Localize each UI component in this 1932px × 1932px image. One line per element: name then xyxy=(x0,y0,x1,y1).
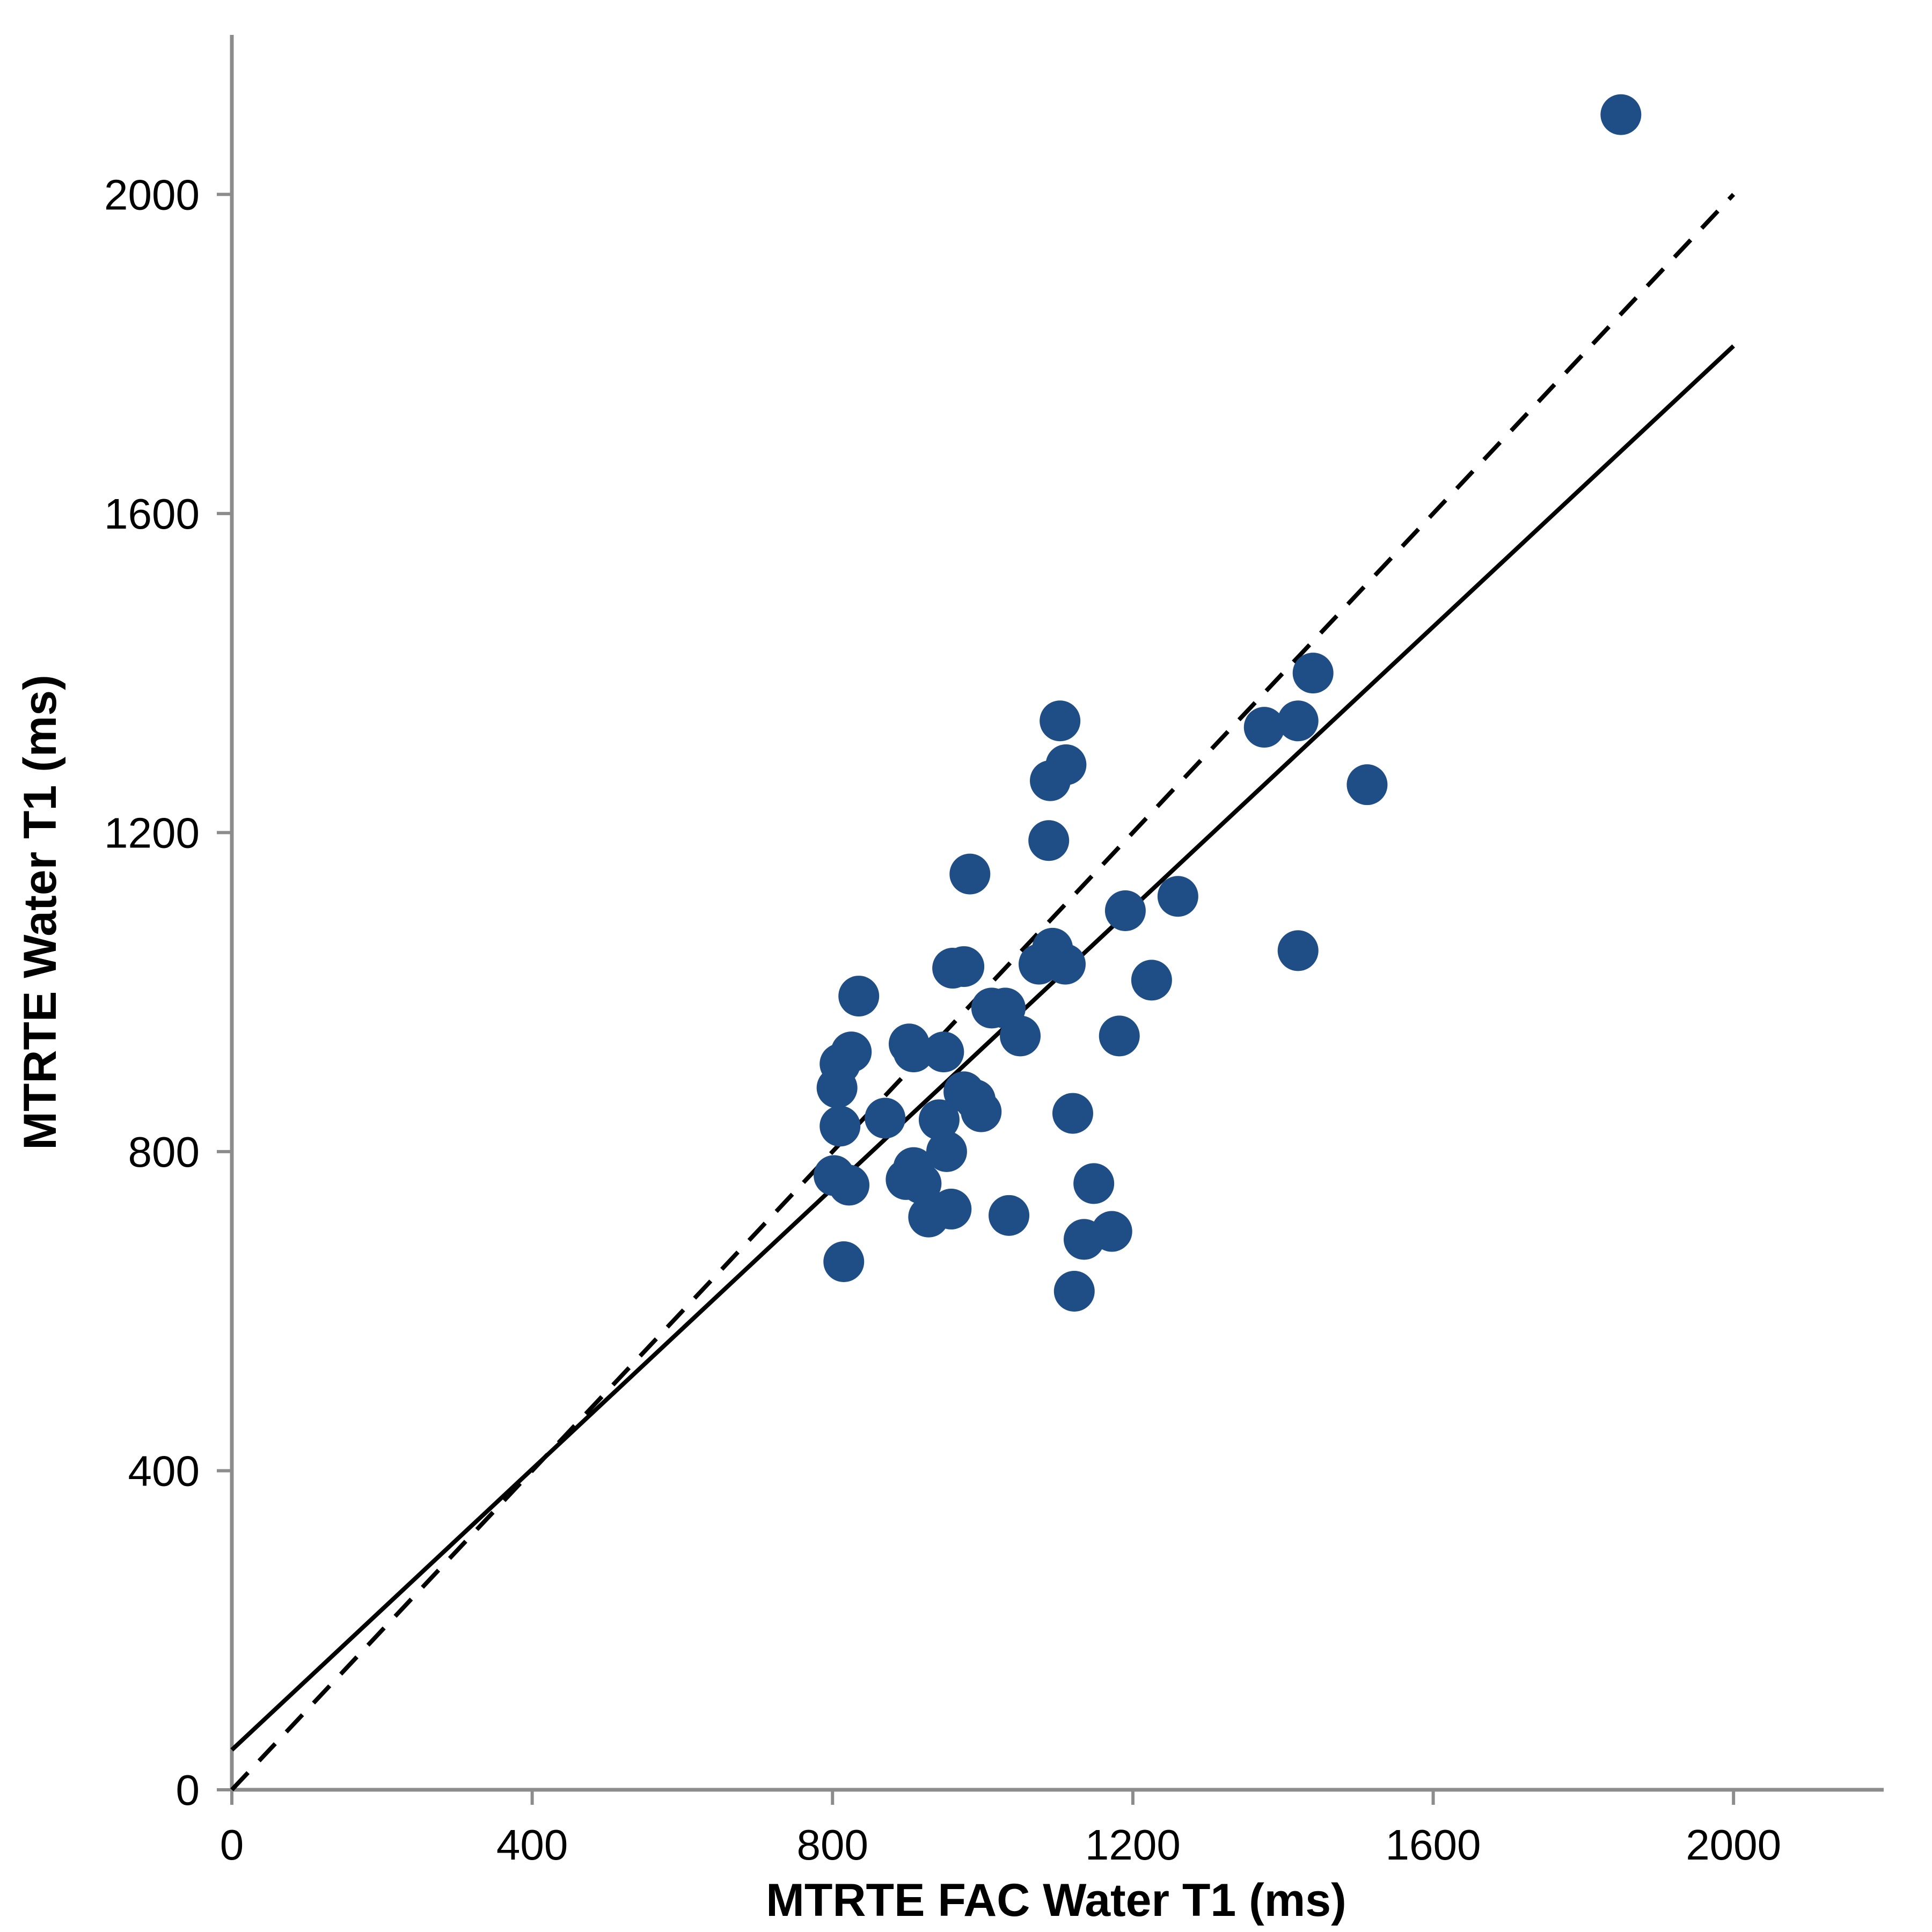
data-point xyxy=(1277,700,1319,742)
x-tick-label: 400 xyxy=(496,1821,568,1869)
regression-line xyxy=(230,344,1735,1752)
x-tick-label: 2000 xyxy=(1686,1821,1781,1869)
data-point xyxy=(1063,1219,1104,1260)
data-point xyxy=(926,1131,967,1172)
y-axis-title: MTRTE Water T1 (ms) xyxy=(14,675,66,1150)
data-point xyxy=(1053,1271,1095,1312)
data-point xyxy=(901,1163,942,1204)
data-point xyxy=(932,948,974,989)
data-points xyxy=(814,94,1642,1312)
data-point xyxy=(1292,653,1334,694)
y-tick-label: 800 xyxy=(128,1128,200,1176)
x-tick-label: 0 xyxy=(220,1821,244,1869)
data-point xyxy=(1073,1163,1115,1204)
data-point xyxy=(1040,700,1081,742)
data-point xyxy=(816,1067,858,1108)
data-point xyxy=(1277,930,1319,971)
x-axis-title: MTRTE FAC Water T1 (ms) xyxy=(766,1875,1346,1926)
x-tick-label: 1200 xyxy=(1085,1821,1181,1869)
data-point xyxy=(1131,960,1172,1001)
y-tick-label: 1200 xyxy=(104,809,200,857)
y-tick-label: 0 xyxy=(176,1766,200,1814)
axes xyxy=(217,35,1884,1805)
y-tick-label: 1600 xyxy=(104,490,200,538)
data-point xyxy=(1243,707,1285,748)
x-tick-label: 800 xyxy=(797,1821,868,1869)
y-tick-label: 400 xyxy=(128,1447,200,1495)
data-point xyxy=(1030,760,1071,801)
data-point xyxy=(1104,890,1146,932)
data-point xyxy=(1157,876,1198,917)
data-point xyxy=(923,1031,964,1073)
data-point xyxy=(1052,1093,1093,1134)
data-point xyxy=(949,853,991,895)
data-point xyxy=(989,1195,1030,1236)
data-point xyxy=(961,1091,1002,1132)
data-point xyxy=(918,1099,960,1140)
data-point xyxy=(823,1241,865,1283)
data-point xyxy=(838,976,880,1017)
data-point xyxy=(1000,1015,1041,1057)
data-point xyxy=(865,1097,906,1139)
data-point xyxy=(931,1188,972,1230)
data-point xyxy=(1600,94,1642,135)
tick-labels: 0 400 800 1200 1600 2000 0 400 800 1200 1600 2000 xyxy=(104,171,1781,1869)
data-point xyxy=(1028,820,1070,861)
x-tick-label: 1600 xyxy=(1386,1821,1481,1869)
data-point xyxy=(1019,943,1060,985)
data-point xyxy=(819,1106,861,1147)
data-point xyxy=(1346,764,1388,806)
data-point xyxy=(829,1165,870,1206)
y-tick-label: 2000 xyxy=(104,171,200,218)
data-point xyxy=(1099,1015,1140,1057)
data-point xyxy=(893,1031,934,1073)
